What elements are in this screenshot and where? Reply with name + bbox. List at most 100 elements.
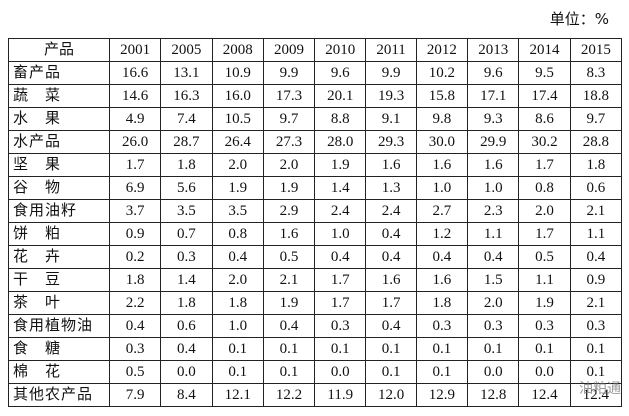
table-body: 畜产品 16.6 13.1 10.9 9.9 9.6 9.9 10.2 9.6 9.5 8.3 蔬 菜… xyxy=(8,61,623,407)
value-cell: 1.9 xyxy=(518,291,571,315)
value-cell: 1.7 xyxy=(314,268,367,292)
value-cell: 3.7 xyxy=(108,199,162,223)
value-cell: 27.3 xyxy=(262,130,316,154)
value-cell: 20.1 xyxy=(314,84,367,108)
value-cell: 0.5 xyxy=(518,245,571,269)
value-cell: 0.1 xyxy=(467,337,520,361)
table-row: 食用油籽 3.7 3.5 3.5 2.9 2.4 2.4 2.7 2.3 2.0 2.1 xyxy=(8,199,623,223)
value-cell: 1.2 xyxy=(415,222,469,246)
value-cell: 10.9 xyxy=(211,61,264,85)
value-cell: 0.1 xyxy=(314,337,367,361)
value-cell: 0.7 xyxy=(160,222,213,246)
value-cell: 8.6 xyxy=(518,107,571,131)
header-cell: 2012 xyxy=(415,38,469,62)
value-cell: 1.7 xyxy=(108,153,162,177)
header-cell: 2010 xyxy=(314,38,367,62)
value-cell: 3.5 xyxy=(160,199,213,223)
value-cell: 0.6 xyxy=(569,176,623,200)
value-cell: 2.4 xyxy=(314,199,367,223)
value-cell: 1.8 xyxy=(160,291,213,315)
value-cell: 7.9 xyxy=(108,383,162,407)
value-cell: 0.5 xyxy=(108,360,162,384)
value-cell: 1.4 xyxy=(160,268,213,292)
value-cell: 9.7 xyxy=(569,107,623,131)
value-cell: 8.3 xyxy=(569,61,623,85)
value-cell: 10.5 xyxy=(211,107,264,131)
value-cell: 7.4 xyxy=(160,107,213,131)
value-cell: 9.5 xyxy=(518,61,571,85)
value-cell: 1.8 xyxy=(160,153,213,177)
value-cell: 0.3 xyxy=(160,245,213,269)
value-cell: 0.3 xyxy=(467,314,520,338)
value-cell: 1.8 xyxy=(415,291,469,315)
header-cell: 2008 xyxy=(211,38,264,62)
value-cell: 2.0 xyxy=(262,153,316,177)
value-cell: 1.0 xyxy=(467,176,520,200)
value-cell: 0.3 xyxy=(518,314,571,338)
value-cell: 2.1 xyxy=(569,291,623,315)
value-cell: 13.1 xyxy=(160,61,213,85)
value-cell: 1.6 xyxy=(467,153,520,177)
value-cell: 18.8 xyxy=(569,84,623,108)
value-cell: 0.5 xyxy=(262,245,316,269)
value-cell: 1.7 xyxy=(365,291,417,315)
value-cell: 12.2 xyxy=(262,383,316,407)
value-cell: 0.4 xyxy=(160,337,213,361)
table-row: 干 豆 1.8 1.4 2.0 2.1 1.7 1.6 1.6 1.5 1.1 0.9 xyxy=(8,268,623,292)
value-cell: 1.4 xyxy=(314,176,367,200)
value-cell: 2.3 xyxy=(467,199,520,223)
value-cell: 0.1 xyxy=(569,337,623,361)
value-cell: 1.6 xyxy=(415,268,469,292)
value-cell: 1.8 xyxy=(211,291,264,315)
value-cell: 9.6 xyxy=(314,61,367,85)
value-cell: 6.9 xyxy=(108,176,162,200)
value-cell: 0.1 xyxy=(365,360,417,384)
value-cell: 0.0 xyxy=(467,360,520,384)
value-cell: 16.0 xyxy=(211,84,264,108)
value-cell: 1.0 xyxy=(415,176,469,200)
value-cell: 12.1 xyxy=(211,383,264,407)
header-cell: 2014 xyxy=(518,38,571,62)
row-label: 食 糖 xyxy=(8,337,110,361)
value-cell: 12.8 xyxy=(467,383,520,407)
value-cell: 0.4 xyxy=(262,314,316,338)
value-cell: 0.1 xyxy=(415,337,469,361)
value-cell: 0.0 xyxy=(314,360,367,384)
value-cell: 2.0 xyxy=(211,268,264,292)
value-cell: 1.7 xyxy=(314,291,367,315)
value-cell: 2.0 xyxy=(467,291,520,315)
value-cell: 0.4 xyxy=(211,245,264,269)
value-cell: 3.5 xyxy=(211,199,264,223)
value-cell: 26.0 xyxy=(108,130,162,154)
value-cell: 1.6 xyxy=(262,222,316,246)
value-cell: 11.9 xyxy=(314,383,367,407)
row-label: 其他农产品 xyxy=(8,383,110,407)
value-cell: 0.4 xyxy=(365,314,417,338)
value-cell: 12.9 xyxy=(415,383,469,407)
table-row: 棉 花 0.5 0.0 0.1 0.1 0.0 0.1 0.1 0.0 0.0 0.1 xyxy=(8,360,623,384)
row-label: 食用油籽 xyxy=(8,199,110,223)
value-cell: 2.0 xyxy=(211,153,264,177)
value-cell: 2.4 xyxy=(365,199,417,223)
value-cell: 30.2 xyxy=(518,130,571,154)
value-cell: 0.1 xyxy=(262,337,316,361)
value-cell: 0.3 xyxy=(314,314,367,338)
value-cell: 1.7 xyxy=(518,153,571,177)
value-cell: 0.1 xyxy=(262,360,316,384)
value-cell: 2.9 xyxy=(262,199,316,223)
value-cell: 1.1 xyxy=(467,222,520,246)
value-cell: 0.9 xyxy=(108,222,162,246)
value-cell: 1.1 xyxy=(569,222,623,246)
watermark: 油粕通 xyxy=(579,381,621,397)
table-row: 茶 叶 2.2 1.8 1.8 1.9 1.7 1.7 1.8 2.0 1.9 2.1 xyxy=(8,291,623,315)
value-cell: 19.3 xyxy=(365,84,417,108)
value-cell: 1.9 xyxy=(211,176,264,200)
data-table: 产品 2001 2005 2008 2009 2010 2011 2012 2013 2014 20… xyxy=(8,38,623,407)
header-cell: 2011 xyxy=(365,38,417,62)
value-cell: 0.0 xyxy=(160,360,213,384)
value-cell: 0.1 xyxy=(518,337,571,361)
value-cell: 0.3 xyxy=(108,337,162,361)
header-cell: 产品 xyxy=(8,38,110,62)
value-cell: 0.1 xyxy=(569,360,623,384)
